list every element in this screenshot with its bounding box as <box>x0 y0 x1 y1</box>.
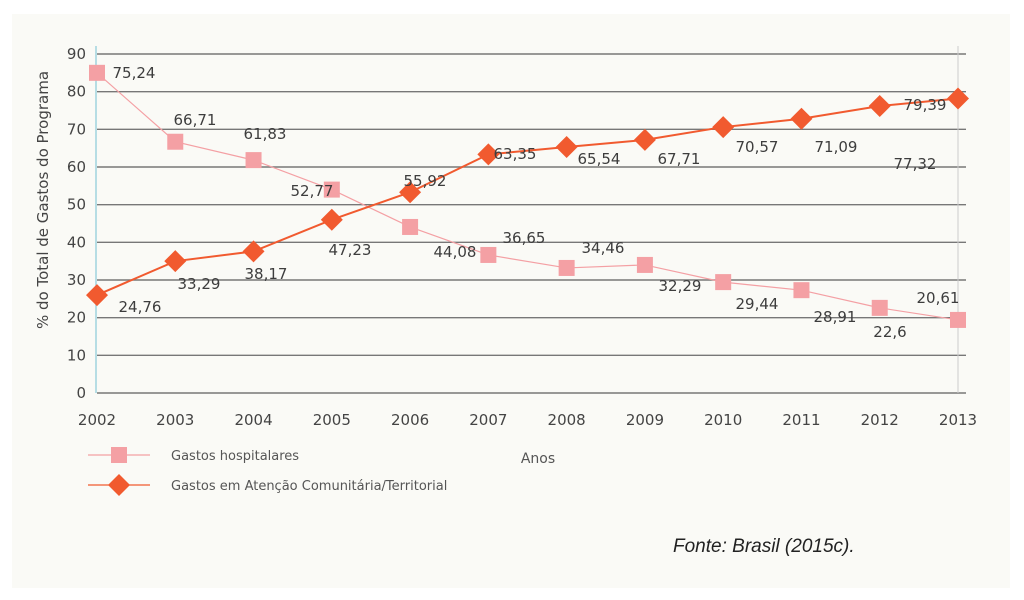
x-tick-label: 2009 <box>626 411 664 429</box>
data-point-diamond <box>555 136 578 159</box>
data-point-diamond <box>477 143 500 166</box>
data-label: 71,09 <box>815 138 858 156</box>
data-point-square <box>636 256 653 273</box>
data-label: 28,91 <box>814 308 857 326</box>
data-label: 61,83 <box>244 125 287 143</box>
data-point-square <box>245 152 262 169</box>
data-label: 32,29 <box>659 277 702 295</box>
data-point-diamond <box>633 128 656 151</box>
data-label: 38,17 <box>245 265 288 283</box>
x-tick-label: 2004 <box>234 411 272 429</box>
y-tick-label: 10 <box>67 346 86 364</box>
y-axis-title: % do Total de Gastos do Programa <box>34 71 52 329</box>
chart-panel <box>12 14 1010 588</box>
data-label: 33,29 <box>178 275 221 293</box>
y-tick-label: 20 <box>67 309 86 327</box>
y-tick-label: 60 <box>67 158 86 176</box>
data-label: 79,39 <box>904 96 947 114</box>
x-tick-label: 2011 <box>782 411 820 429</box>
x-tick-label: 2003 <box>156 411 194 429</box>
y-tick-label: 30 <box>67 271 86 289</box>
data-label: 66,71 <box>174 111 217 129</box>
data-point-square <box>558 259 575 276</box>
data-label: 77,32 <box>894 155 937 173</box>
x-tick-label: 2006 <box>391 411 429 429</box>
data-point-diamond <box>868 94 891 117</box>
data-label: 52,77 <box>291 182 334 200</box>
data-point-diamond <box>86 284 108 307</box>
data-point-square <box>167 133 184 150</box>
data-label: 65,54 <box>578 150 621 168</box>
x-tick-label: 2010 <box>704 411 742 429</box>
data-point-square <box>871 299 888 316</box>
data-label: 24,76 <box>119 298 162 316</box>
x-tick-label: 2012 <box>861 411 899 429</box>
data-label: 55,92 <box>404 172 447 190</box>
legend-square-icon <box>111 447 127 463</box>
y-tick-label: 80 <box>67 83 86 101</box>
data-label: 29,44 <box>736 295 779 313</box>
data-point-diamond <box>164 250 187 273</box>
y-tick-label: 90 <box>67 45 86 63</box>
data-label: 75,24 <box>113 64 156 82</box>
series-line <box>96 97 959 296</box>
y-tick-label: 50 <box>67 196 86 214</box>
data-point-square <box>715 274 732 291</box>
data-point-square <box>793 282 810 299</box>
legend-label: Gastos em Atenção Comunitária/Territoria… <box>171 479 447 494</box>
x-tick-label: 2007 <box>469 411 507 429</box>
data-point-square <box>323 181 340 198</box>
data-label: 44,08 <box>434 243 477 261</box>
legend-label: Gastos hospitalares <box>171 449 299 464</box>
data-point-diamond <box>320 208 343 231</box>
x-tick-label: 2005 <box>313 411 351 429</box>
x-tick-label: 2008 <box>548 411 586 429</box>
legend-diamond-icon <box>108 474 130 496</box>
data-point-square <box>480 246 497 263</box>
data-point-diamond <box>712 116 735 139</box>
data-label: 63,35 <box>494 145 537 163</box>
y-tick-label: 70 <box>67 120 86 138</box>
source-caption: Fonte: Brasil (2015c). <box>673 536 855 557</box>
data-label: 47,23 <box>329 241 372 259</box>
data-point-diamond <box>242 240 265 263</box>
x-tick-label: 2002 <box>78 411 116 429</box>
series-line <box>96 72 959 321</box>
y-tick-label: 40 <box>67 233 86 251</box>
data-point-square <box>89 64 105 81</box>
data-point-diamond <box>790 107 813 130</box>
data-point-diamond <box>399 181 422 204</box>
data-label: 34,46 <box>582 239 625 257</box>
data-label: 67,71 <box>658 150 701 168</box>
data-label: 36,65 <box>503 229 546 247</box>
data-point-square <box>950 311 966 328</box>
x-axis-title: Anos <box>521 451 555 467</box>
data-point-square <box>402 218 419 235</box>
data-label: 20,61 <box>917 289 960 307</box>
data-label: 70,57 <box>736 138 779 156</box>
data-label: 22,6 <box>873 323 906 341</box>
y-tick-label: 0 <box>76 384 86 402</box>
x-tick-label: 2013 <box>939 411 977 429</box>
data-point-diamond <box>947 87 969 110</box>
